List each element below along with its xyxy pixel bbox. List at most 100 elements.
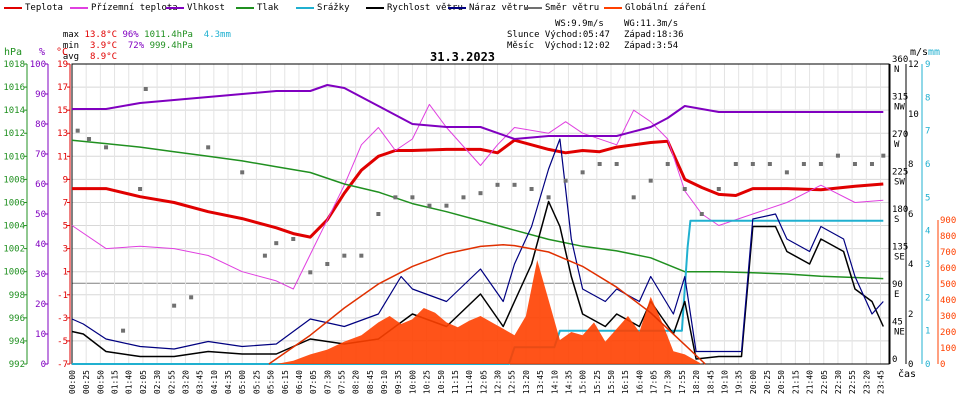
x-tick-label: 03:45	[196, 370, 205, 394]
wind-dir-tick-label: 0	[892, 355, 897, 365]
x-tick-label: 12:55	[508, 370, 517, 394]
stats-avg-temp: 8.9°C	[89, 52, 118, 62]
pressure-tick-label: 1004	[3, 222, 25, 232]
axis-unit-degc: °C	[56, 47, 69, 58]
stats-min-hum: 72%	[127, 41, 145, 51]
stats-max-hum: 96%	[122, 30, 139, 40]
radiation-tick-label: 600	[940, 264, 956, 274]
x-tick-label: 15:00	[579, 370, 588, 394]
x-tick-label: 03:20	[181, 370, 190, 394]
x-tick-label: 16:40	[635, 370, 644, 394]
x-tick-label: 17:30	[664, 370, 673, 394]
series-line-p-zemn-teplota	[71, 103, 884, 290]
stats-max-temp: 13.8°C	[84, 30, 118, 40]
wind-dir-tick-label: 135	[892, 243, 908, 253]
x-tick-label: 07:55	[337, 370, 346, 394]
stats-avg-label: avg	[62, 52, 80, 62]
axis-unit-ms: m/s	[910, 47, 929, 58]
legend-item: Globální záření	[604, 3, 706, 13]
astro-sun-set: Západ:18:36	[624, 30, 684, 40]
pressure-tick-label: 1014	[3, 106, 25, 116]
temperature-tick-label: -7	[57, 360, 68, 370]
wind-dir-point	[614, 162, 619, 166]
wind-dir-point	[325, 262, 330, 266]
stats-min-row: min 3.9°C 72% 999.4hPa	[52, 30, 193, 52]
wind-speed-tick-label: 10	[908, 110, 919, 120]
plot-area	[71, 84, 886, 365]
humidity-tick-label: 80	[35, 120, 46, 130]
x-axis: 00:00 00:25 00:50 01:15 01:40 02:05 02:30 02:55…	[68, 370, 885, 394]
wind-dir-point	[648, 178, 653, 183]
humidity-tick-label: 50	[35, 210, 46, 220]
wind-dir-compass-label: SW	[894, 178, 905, 188]
x-tick-label: 13:20	[522, 370, 531, 394]
x-tick-label: 22:55	[848, 370, 857, 394]
pressure-tick-label: 1002	[3, 245, 25, 255]
temperature-tick-label: 19	[57, 60, 68, 70]
axis-unit-mm: mm	[928, 47, 941, 58]
temperature-tick-label: -5	[57, 337, 68, 347]
x-tick-label: 15:50	[607, 370, 616, 394]
wind-dir-point	[733, 162, 738, 166]
legend-item: Srážky	[296, 3, 350, 13]
legend-label: Globální záření	[625, 3, 707, 13]
rain-tick-label: 4	[925, 227, 930, 237]
x-tick-label: 05:25	[252, 370, 261, 394]
pressure-tick-label: 1010	[3, 152, 25, 162]
rain-tick-label: 6	[925, 160, 930, 170]
astro-sun: Slunce Východ:05:47	[507, 30, 610, 40]
wind-dir-point	[869, 162, 874, 166]
x-tick-label: 20:50	[777, 370, 786, 394]
wind-dir-compass-label: N	[894, 65, 899, 75]
wind-dir-point	[393, 195, 398, 200]
temperature-tick-label: 13	[57, 129, 68, 139]
pressure-tick-label: 1012	[3, 129, 25, 139]
wind-dir-point	[342, 253, 347, 258]
x-tick-label: 15:25	[593, 370, 602, 394]
rain-tick-label: 9	[925, 60, 930, 70]
legend-label: Směr větru	[545, 3, 600, 13]
wind-speed-tick-label: 6	[908, 210, 913, 220]
humidity-tick-label: 30	[35, 270, 46, 280]
x-tick-label: 08:20	[352, 370, 361, 394]
right-axes: 045NE90E135SE180S225SW270W315NW360N02468…	[889, 55, 956, 370]
wind-dir-point	[750, 162, 755, 166]
wind-dir-point	[444, 203, 449, 208]
x-tick-label: 05:00	[238, 370, 247, 394]
wind-dir-point	[563, 178, 568, 183]
rain-tick-label: 0	[925, 360, 930, 370]
astro-wg: WG:11.3m/s	[624, 19, 679, 29]
legend-swatch	[448, 6, 466, 9]
stats-max-label: max	[62, 30, 80, 40]
wind-dir-point	[376, 212, 381, 216]
wind-dir-compass-label: NE	[894, 328, 905, 338]
series-line-tlak	[71, 139, 884, 280]
radiation-tick-label: 900	[940, 216, 956, 226]
humidity-tick-label: 10	[35, 330, 46, 340]
legend-label: Tlak	[257, 3, 279, 13]
humidity-tick-label: 20	[35, 300, 46, 310]
rain-tick-label: 7	[925, 127, 930, 137]
humidity-tick-label: 40	[35, 240, 46, 250]
wind-dir-point	[189, 295, 194, 300]
wind-dir-tick-label: 225	[892, 168, 908, 178]
x-tick-label: 09:35	[394, 370, 403, 394]
radiation-tick-label: 400	[940, 296, 956, 306]
wind-dir-point	[308, 270, 313, 275]
wind-speed-tick-label: 8	[908, 160, 913, 170]
wind-dir-point	[495, 182, 500, 187]
wind-dir-point	[835, 153, 840, 158]
legend-swatch	[366, 6, 384, 9]
wind-dir-point	[546, 195, 551, 200]
pressure-tick-label: 1008	[3, 175, 25, 185]
pressure-tick-label: 1018	[3, 60, 25, 70]
astro-moon: Měsíc Východ:12:02	[507, 41, 610, 51]
wind-speed-tick-label: 0	[908, 360, 913, 370]
wind-speed-tick-label: 4	[908, 260, 913, 270]
x-tick-label: 23:45	[876, 370, 885, 394]
series-line-n-raz-v-tru	[71, 138, 884, 353]
legend-swatch	[166, 6, 184, 9]
wind-dir-point	[478, 191, 483, 196]
wind-speed-tick-label: 2	[908, 310, 913, 320]
legend-item: Přízemní teplota	[70, 3, 178, 13]
